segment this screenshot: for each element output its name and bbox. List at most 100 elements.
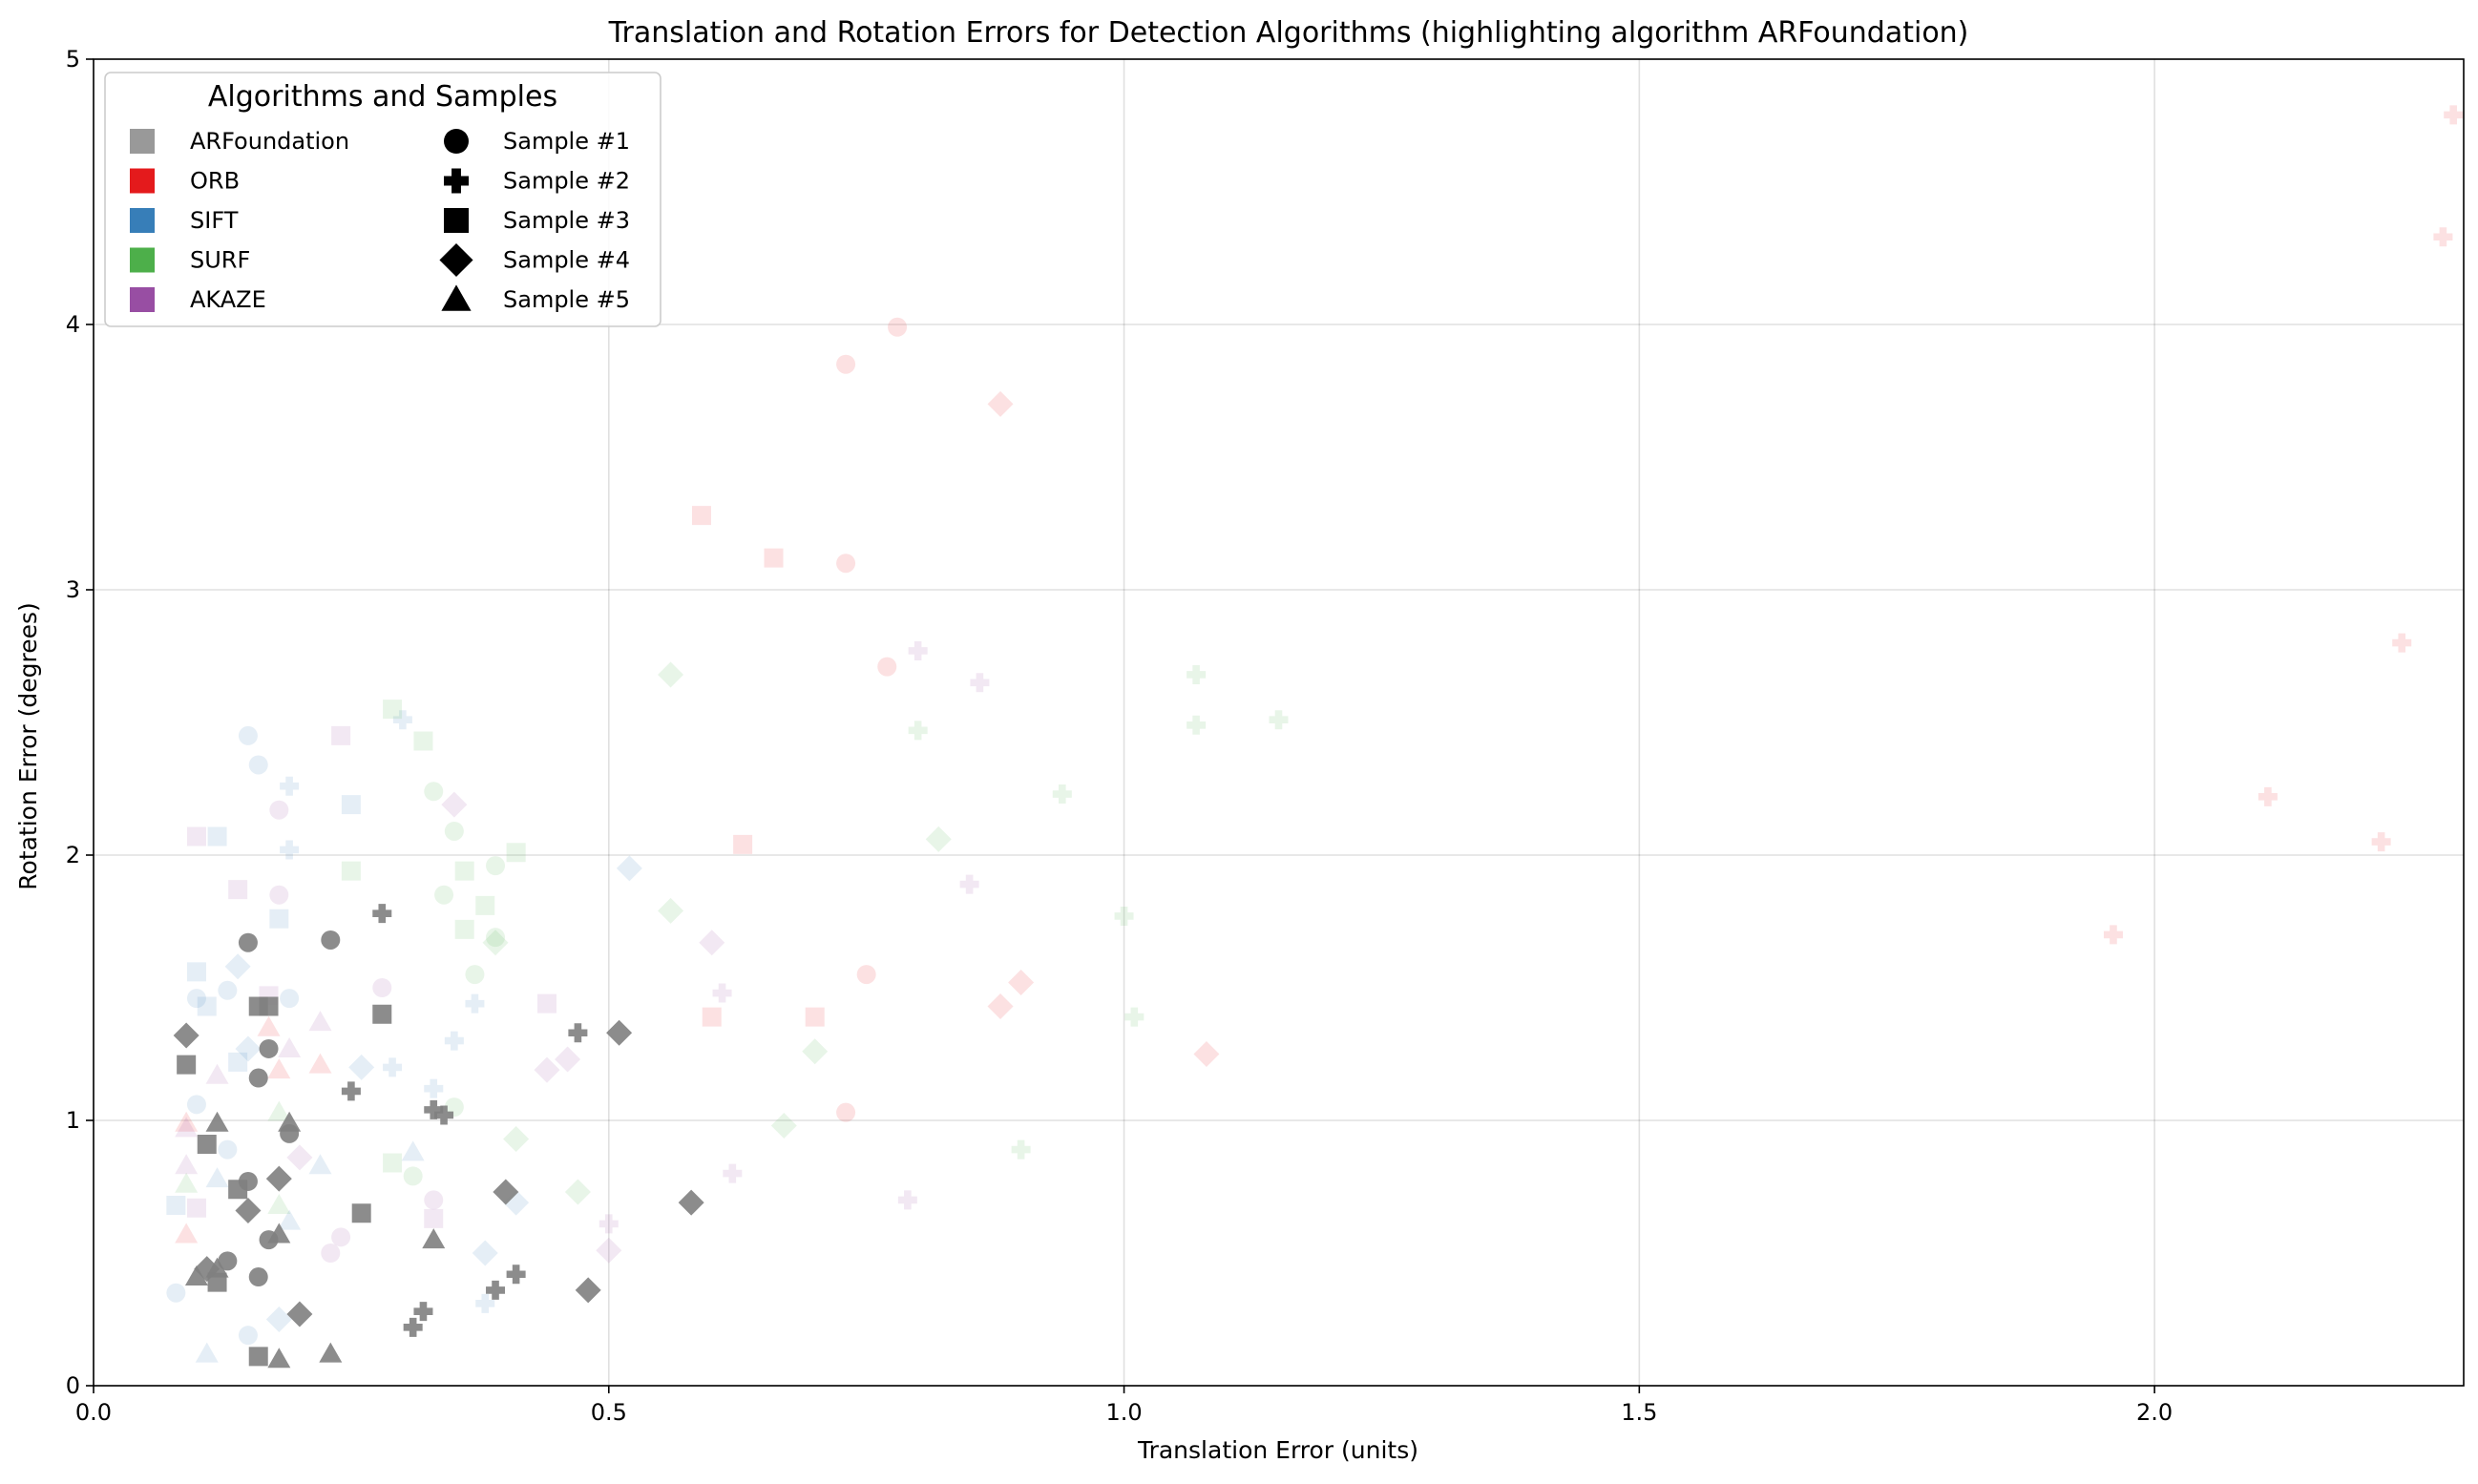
orb-triangle-point xyxy=(257,1015,281,1036)
akaze-diamond-point xyxy=(555,1046,581,1073)
akaze-plus-point xyxy=(970,673,990,693)
surf-triangle-point xyxy=(267,1100,291,1121)
sift-square-point xyxy=(228,1052,248,1072)
x-tick-label: 1.0 xyxy=(1105,1399,1142,1426)
x-tick-label: 0.5 xyxy=(591,1399,627,1426)
arfoundation-plus-point xyxy=(341,1081,361,1101)
akaze-plus-point xyxy=(897,1190,917,1210)
y-tick-label: 1 xyxy=(66,1107,80,1134)
orb-circle-point xyxy=(836,554,856,574)
legend-sample-label: Sample #2 xyxy=(503,168,630,195)
akaze-circle-point xyxy=(269,885,289,905)
arfoundation-diamond-point xyxy=(606,1019,633,1046)
akaze-triangle-point xyxy=(278,1036,302,1057)
sift-plus-point xyxy=(392,710,412,730)
akaze-diamond-point xyxy=(441,791,468,818)
akaze-circle-point xyxy=(321,1244,341,1263)
sift-circle-point xyxy=(218,1139,238,1160)
legend-sample-label: Sample #5 xyxy=(503,286,630,313)
arfoundation-plus-point xyxy=(372,904,392,924)
legend-swatch xyxy=(130,208,155,233)
orb-circle-point xyxy=(836,1102,856,1122)
arfoundation-circle-point xyxy=(248,1267,268,1287)
legend-algorithm-label: ORB xyxy=(190,168,240,195)
akaze-triangle-point xyxy=(175,1117,199,1138)
arfoundation-triangle-point xyxy=(278,1111,302,1132)
sift-square-point xyxy=(341,795,361,815)
akaze-square-point xyxy=(331,725,351,745)
arfoundation-plus-point xyxy=(506,1265,526,1285)
sift-triangle-point xyxy=(205,1167,229,1188)
sift-plus-point xyxy=(444,1031,464,1051)
orb-square-point xyxy=(691,506,711,526)
arfoundation-triangle-point xyxy=(422,1228,446,1249)
legend-square-marker xyxy=(444,208,469,233)
surf-plus-point xyxy=(1052,784,1072,805)
sift-square-point xyxy=(197,996,217,1016)
orb-square-point xyxy=(702,1007,722,1027)
surf-square-point xyxy=(341,861,361,881)
sift-circle-point xyxy=(238,725,258,745)
akaze-diamond-point xyxy=(534,1056,560,1083)
y-tick-label: 4 xyxy=(66,311,80,338)
arfoundation-diamond-point xyxy=(493,1179,519,1205)
legend-algorithm-label: AKAZE xyxy=(190,286,266,313)
akaze-plus-point xyxy=(598,1214,619,1234)
arfoundation-square-point xyxy=(177,1055,197,1075)
sift-square-point xyxy=(186,962,206,982)
sift-plus-point xyxy=(475,1293,495,1313)
sift-plus-point xyxy=(280,840,300,860)
surf-circle-point xyxy=(403,1166,423,1186)
orb-plus-point xyxy=(2444,105,2464,125)
arfoundation-square-point xyxy=(259,996,279,1016)
surf-circle-point xyxy=(465,965,485,985)
sift-diamond-point xyxy=(472,1240,498,1266)
surf-circle-point xyxy=(486,856,506,876)
sift-diamond-point xyxy=(235,1035,262,1062)
orb-diamond-point xyxy=(987,390,1014,417)
sift-square-point xyxy=(269,909,289,929)
arfoundation-plus-point xyxy=(486,1280,506,1300)
orb-diamond-point xyxy=(987,993,1014,1019)
surf-circle-point xyxy=(486,928,506,948)
sift-triangle-point xyxy=(401,1140,425,1161)
orb-diamond-point xyxy=(1193,1041,1220,1067)
x-tick-label: 1.5 xyxy=(1621,1399,1657,1426)
surf-diamond-point xyxy=(564,1179,591,1205)
arfoundation-triangle-point xyxy=(184,1265,208,1286)
akaze-circle-point xyxy=(269,800,289,820)
x-axis-label: Translation Error (units) xyxy=(1137,1436,1418,1464)
legend-algorithm-label: SIFT xyxy=(190,207,239,234)
orb-plus-point xyxy=(2392,633,2412,653)
akaze-square-point xyxy=(186,826,206,847)
akaze-diamond-point xyxy=(699,930,725,956)
surf-plus-point xyxy=(1186,664,1207,684)
surf-square-point xyxy=(383,700,403,720)
surf-triangle-point xyxy=(175,1172,199,1193)
sift-circle-point xyxy=(238,1326,258,1346)
legend-items: ARFoundation ORB SIFT SURF AKAZE Sample #1 Sam… xyxy=(130,128,630,313)
surf-diamond-point xyxy=(802,1038,829,1065)
sift-plus-point xyxy=(280,776,300,796)
surf-square-point xyxy=(475,895,495,915)
legend-swatch xyxy=(130,247,155,273)
sift-diamond-point xyxy=(224,953,251,980)
orb-circle-point xyxy=(856,965,876,985)
surf-plus-point xyxy=(1011,1139,1031,1160)
arfoundation-diamond-point xyxy=(678,1189,704,1216)
surf-square-point xyxy=(413,731,433,751)
arfoundation-circle-point xyxy=(218,1251,238,1271)
plot-frame xyxy=(93,58,2465,1387)
legend-triangle-marker xyxy=(441,284,472,311)
sift-square-point xyxy=(207,826,227,847)
legend-plus-marker xyxy=(444,168,469,194)
sift-circle-point xyxy=(280,989,300,1009)
akaze-circle-point xyxy=(331,1227,351,1247)
akaze-triangle-point xyxy=(308,1011,332,1032)
orb-circle-point xyxy=(836,354,856,374)
akaze-circle-point xyxy=(372,978,392,997)
arfoundation-triangle-point xyxy=(205,1257,229,1278)
arfoundation-plus-point xyxy=(403,1317,423,1337)
sift-triangle-point xyxy=(308,1154,332,1175)
